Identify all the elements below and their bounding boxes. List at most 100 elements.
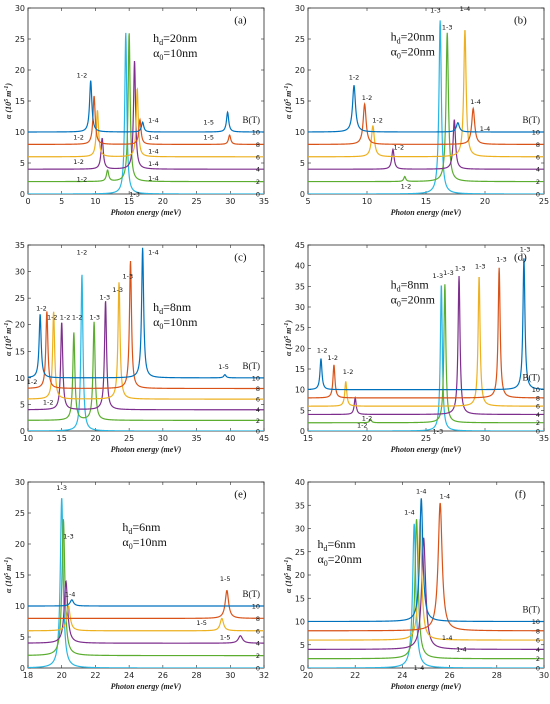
- y-tick-label: 5: [300, 641, 305, 650]
- y-tick-label: 0: [300, 190, 305, 199]
- x-tick-label: 15: [421, 197, 431, 206]
- series-line-B6: [308, 519, 544, 641]
- x-tick-label: 35: [259, 197, 269, 206]
- annotation-alpha: α0=20nm: [391, 44, 436, 60]
- series-line-B4: [28, 60, 264, 170]
- x-tick-label: 30: [480, 434, 490, 443]
- x-tick-label: 20: [480, 197, 490, 206]
- x-tick-label: 45: [259, 434, 269, 443]
- plot-frame: [307, 244, 545, 432]
- y-tick-label: 15: [295, 365, 305, 374]
- series-line-B2: [28, 321, 264, 421]
- peak-label: 1-3: [56, 484, 67, 492]
- x-tick-label: 28: [492, 671, 502, 680]
- series-line-B4: [308, 119, 544, 170]
- peak-label: 1-2: [349, 73, 360, 81]
- peak-label: 1-2: [77, 71, 88, 79]
- y-tick-label: 10: [295, 128, 305, 137]
- x-tick-label: 0: [25, 197, 30, 206]
- x-tick-label: 15: [57, 434, 67, 443]
- peak-label: 1-2: [362, 94, 373, 102]
- peak-label: 1-3: [112, 286, 123, 294]
- series-line-B10: [308, 258, 544, 391]
- y-tick-label: 20: [15, 321, 25, 330]
- x-tick-label: 22: [90, 671, 100, 680]
- annotation-alpha: α0=10nm: [153, 315, 198, 331]
- y-tick-label: 30: [15, 4, 25, 13]
- series-label-B8: 8: [256, 385, 260, 393]
- x-tick-label: 25: [539, 197, 549, 206]
- x-tick-label: 26: [445, 671, 455, 680]
- series-group: [28, 32, 264, 194]
- series-line-B6: [28, 282, 264, 400]
- peak-label: 1-4: [442, 634, 453, 642]
- y-tick-label: 25: [295, 324, 305, 333]
- x-tick-label: 5: [305, 197, 310, 206]
- x-tick-label: 10: [362, 197, 372, 206]
- series-line-B8: [308, 502, 544, 632]
- y-tick-label: 20: [295, 571, 305, 580]
- series-label-B4: 4: [256, 166, 260, 174]
- y-tick-label: 5: [300, 159, 305, 168]
- peak-label: 1-2: [343, 368, 354, 376]
- y-tick-label: 30: [15, 268, 25, 277]
- x-tick-label: 15: [303, 434, 313, 443]
- legend-title: B(T): [523, 605, 541, 615]
- series-line-B0: [308, 285, 544, 431]
- peak-label: 1-4: [148, 249, 159, 257]
- series-label-B2: 2: [536, 655, 540, 663]
- y-axis-label: α (105 m-1): [4, 557, 13, 593]
- y-tick-label: 25: [295, 548, 305, 557]
- y-tick-label: 25: [295, 35, 305, 44]
- x-tick-label: 35: [539, 434, 549, 443]
- x-axis-label: Photon energy (meV): [111, 682, 182, 691]
- peak-label: 1-5: [203, 133, 214, 141]
- annotation-thickness: hd=6nm: [317, 537, 356, 553]
- peak-label: 1-4: [148, 117, 159, 125]
- peak-label: 1-4: [148, 148, 159, 156]
- x-axis-label: Photon energy (meV): [391, 208, 462, 217]
- y-tick-label: 40: [295, 478, 305, 487]
- peak-label: 1-2: [317, 346, 328, 354]
- series-label-B8: 8: [256, 615, 260, 623]
- x-axis-label: Photon energy (meV): [391, 445, 462, 454]
- y-tick-label: 45: [295, 241, 305, 250]
- y-tick-label: 35: [295, 501, 305, 510]
- series-label-B6: 6: [536, 637, 540, 645]
- series-line-B0: [308, 20, 544, 194]
- series-label-B10: 10: [532, 129, 540, 137]
- x-tick-label: 5: [59, 197, 64, 206]
- series-label-B8: 8: [536, 141, 540, 149]
- peak-label: 1-3: [129, 190, 140, 198]
- peak-label: 1-2: [357, 422, 368, 430]
- peak-label: 1-4: [456, 646, 467, 654]
- series-label-B10: 10: [252, 129, 260, 137]
- peak-label: 1-4: [416, 488, 427, 496]
- peak-label: 1-4: [460, 5, 471, 13]
- series-line-B4: [308, 275, 544, 416]
- peak-label: 1-2: [394, 143, 405, 151]
- series-line-B8: [308, 101, 544, 145]
- panel-label: (b): [514, 14, 527, 26]
- y-axis-label: α (105 m-1): [284, 83, 293, 119]
- y-tick-label: 20: [15, 540, 25, 549]
- y-tick-label: 10: [295, 386, 305, 395]
- peak-label: 1-4: [470, 98, 481, 106]
- series-label-B10: 10: [532, 618, 540, 626]
- series-group: [28, 498, 264, 668]
- annotation-thickness: hd=20nm: [391, 29, 436, 45]
- series-group: [308, 258, 544, 431]
- series-line-B2: [308, 32, 544, 183]
- legend-title: B(T): [523, 373, 541, 383]
- x-tick-label: 30: [225, 197, 235, 206]
- series-label-B0: 0: [536, 665, 540, 673]
- x-tick-label: 30: [539, 671, 549, 680]
- plot-frame: [27, 7, 265, 195]
- peak-label: 1-4: [148, 160, 159, 168]
- plot-frame: [27, 244, 265, 432]
- peak-label: 1-4: [440, 492, 451, 500]
- annotation-thickness: hd=20nm: [153, 31, 198, 47]
- peak-label: 1-3: [443, 269, 454, 277]
- x-tick-label: 25: [124, 434, 134, 443]
